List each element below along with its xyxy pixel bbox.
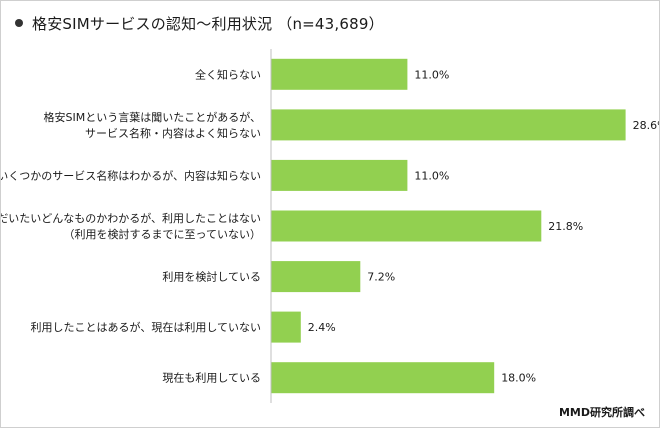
data-label: 7.2% bbox=[367, 271, 395, 284]
bar bbox=[271, 58, 408, 90]
data-label: 2.4% bbox=[308, 321, 336, 334]
bar bbox=[271, 261, 361, 293]
data-label: 11.0% bbox=[414, 169, 449, 182]
category-label: だいたいどんなものかわかるが、利用したことはない bbox=[1, 211, 261, 225]
bar bbox=[271, 159, 408, 191]
data-label: 18.0% bbox=[501, 372, 536, 385]
bar bbox=[271, 109, 626, 141]
data-label: 11.0% bbox=[414, 68, 449, 81]
data-label: 21.8% bbox=[548, 220, 583, 233]
source-note: MMD研究所調べ bbox=[558, 406, 645, 419]
chart-title-row: 格安SIMサービスの認知～利用状況 （n=43,689） bbox=[15, 13, 384, 34]
category-label: 全く知らない bbox=[195, 67, 261, 81]
chart-title: 格安SIMサービスの認知～利用状況 （n=43,689） bbox=[32, 15, 384, 33]
category-label: いくつかのサービス名称はわかるが、内容は知らない bbox=[1, 168, 261, 182]
bar bbox=[271, 210, 542, 242]
data-label: 28.6% bbox=[633, 119, 659, 132]
category-label: 格安SIMという言葉は聞いたことがあるが、 bbox=[44, 110, 262, 124]
category-label: サービス名称・内容はよく知らない bbox=[85, 126, 261, 140]
category-label: 現在も利用している bbox=[162, 372, 261, 385]
bullet-icon bbox=[15, 18, 23, 27]
category-label: （利用を検討するまでに至っていない） bbox=[64, 227, 261, 241]
category-label: 利用したことはあるが、現在は利用していない bbox=[31, 320, 261, 334]
bar bbox=[271, 362, 495, 394]
category-label: 利用を検討している bbox=[162, 270, 261, 284]
bar bbox=[271, 311, 301, 343]
